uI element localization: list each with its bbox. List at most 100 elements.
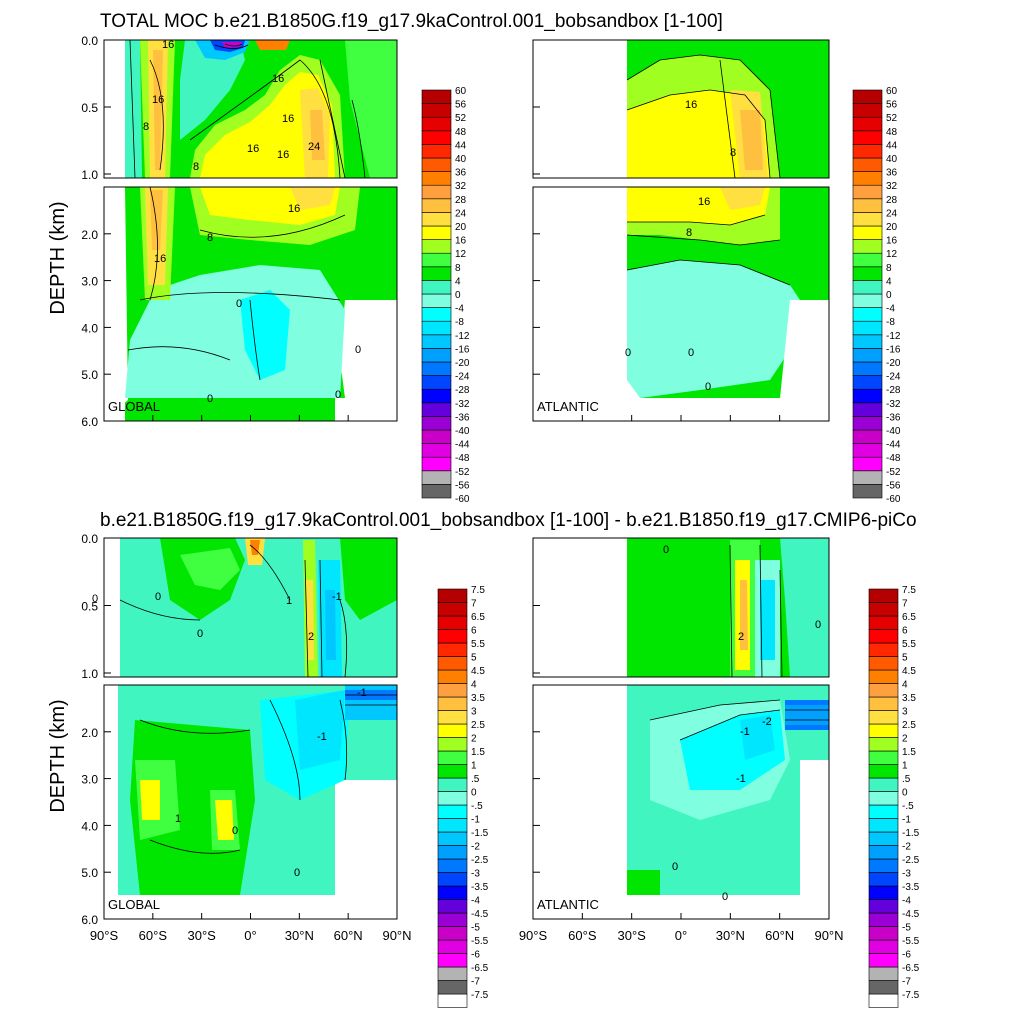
contour-label: 2 bbox=[738, 631, 744, 643]
y-tick-label: 1.0 bbox=[81, 168, 98, 182]
colorbar-label: -2 bbox=[902, 842, 911, 853]
colorbar-label: -8 bbox=[886, 317, 895, 328]
colorbar-label: -.5 bbox=[902, 801, 914, 812]
colorbar-swatch bbox=[421, 157, 452, 172]
colorbar-swatch bbox=[421, 348, 452, 363]
colorbar-swatch bbox=[868, 629, 899, 644]
colorbar-swatch bbox=[437, 966, 468, 981]
colorbar-label: 32 bbox=[455, 181, 467, 192]
colorbar-label: 56 bbox=[886, 100, 898, 111]
colorbar-swatch bbox=[868, 912, 899, 927]
colorbar-label: -5.5 bbox=[902, 936, 920, 947]
colorbar-label: -28 bbox=[886, 385, 901, 396]
colorbar-label: -32 bbox=[886, 399, 901, 410]
colorbar-label: 4.5 bbox=[471, 666, 485, 677]
y-tick-label: 4.0 bbox=[81, 819, 98, 833]
colorbar-swatch bbox=[868, 777, 899, 792]
colorbar-swatch bbox=[852, 429, 883, 444]
colorbar-label: .5 bbox=[902, 774, 911, 785]
colorbar-swatch bbox=[852, 388, 883, 404]
colorbar-label: 60 bbox=[886, 86, 898, 97]
panel-frame bbox=[103, 537, 398, 678]
colorbar-swatch bbox=[852, 103, 883, 118]
colorbar-label: 7 bbox=[902, 599, 908, 610]
colorbar-label: 6 bbox=[471, 626, 477, 637]
colorbar-swatch bbox=[437, 858, 468, 873]
colorbar-swatch bbox=[852, 307, 883, 322]
contour-label: 8 bbox=[193, 161, 199, 173]
contour-label: 0 bbox=[625, 347, 631, 359]
contour-label: 0 bbox=[355, 344, 361, 356]
contour-label: -1 bbox=[740, 726, 750, 738]
colorbar-label: 48 bbox=[886, 127, 898, 138]
colorbar-swatch bbox=[421, 443, 452, 458]
colorbar-label: 60 bbox=[455, 86, 467, 97]
colorbar-label: 0 bbox=[902, 788, 908, 799]
colorbar-swatch bbox=[868, 818, 899, 833]
colorbar-label: 6.5 bbox=[902, 612, 916, 623]
colorbar-label: -24 bbox=[455, 372, 470, 383]
contour-label: -1 bbox=[317, 731, 327, 743]
colorbar-label: -60 bbox=[886, 494, 901, 505]
colorbar-swatch bbox=[868, 642, 899, 657]
contour-label: 0 bbox=[92, 593, 98, 605]
colorbar-swatch bbox=[437, 818, 468, 833]
colorbar-label: -2.5 bbox=[902, 855, 920, 866]
colorbar-swatch bbox=[437, 777, 468, 792]
colorbar-label: -60 bbox=[455, 494, 470, 505]
atlantic-moc-contour-labels: 16 8 16 8 0 0 0 bbox=[625, 99, 736, 393]
colorbar-label: 0 bbox=[886, 290, 892, 301]
colorbar-swatch bbox=[421, 416, 452, 431]
colorbar-swatch bbox=[852, 361, 883, 376]
x-tick-label: 30°N bbox=[285, 928, 314, 943]
contour-label: 16 bbox=[698, 196, 710, 208]
colorbar-swatch bbox=[868, 656, 899, 671]
colorbar-swatch bbox=[421, 266, 452, 281]
colorbar-swatch bbox=[852, 375, 883, 390]
colorbar-label: 16 bbox=[455, 236, 467, 247]
colorbar-label: -1 bbox=[471, 815, 480, 826]
colorbar-swatch bbox=[421, 402, 452, 417]
x-tick-label: 60°N bbox=[334, 928, 363, 943]
y-tick-label: 4.0 bbox=[81, 321, 98, 335]
colorbar-swatch bbox=[868, 831, 899, 846]
colorbar-label: 3.5 bbox=[471, 693, 485, 704]
colorbar-swatch bbox=[852, 443, 883, 458]
x-tick-label: 90°S bbox=[519, 928, 548, 943]
colorbar-label: -5.5 bbox=[471, 936, 489, 947]
colorbar-swatch bbox=[868, 683, 899, 698]
colorbar-swatch bbox=[421, 103, 452, 118]
colorbar-swatch bbox=[421, 184, 452, 200]
colorbar-swatch bbox=[868, 764, 899, 779]
colorbar-swatch bbox=[852, 484, 883, 499]
contour-label: 8 bbox=[207, 232, 213, 244]
contour-label: 0 bbox=[705, 381, 711, 393]
colorbar-label: 52 bbox=[886, 113, 898, 124]
colorbar-label: -3.5 bbox=[902, 882, 920, 893]
colorbar-label: -6 bbox=[902, 950, 911, 961]
colorbar-swatch bbox=[437, 912, 468, 927]
top-title: TOTAL MOC b.e21.B1850G.f19_g17.9kaContro… bbox=[100, 11, 723, 32]
colorbar-label: -4.5 bbox=[902, 909, 920, 920]
y-tick-label: 6.0 bbox=[81, 913, 98, 927]
colorbar-label: -28 bbox=[455, 385, 470, 396]
x-tick-label: 0° bbox=[244, 928, 256, 943]
colorbar-label: -24 bbox=[886, 372, 901, 383]
colorbar-swatch bbox=[868, 953, 899, 968]
colorbar-swatch bbox=[437, 993, 468, 1008]
colorbar-label: 2 bbox=[471, 734, 477, 745]
colorbar-label: 20 bbox=[886, 222, 898, 233]
colorbar-swatch bbox=[437, 669, 468, 684]
colorbar-label: 5.5 bbox=[471, 639, 485, 650]
colorbar-label: 40 bbox=[886, 154, 898, 165]
colorbar-swatch bbox=[868, 602, 899, 617]
colorbar-swatch bbox=[852, 171, 883, 186]
contour-label: 0 bbox=[197, 628, 203, 640]
colorbar-swatch bbox=[868, 899, 899, 914]
colorbar-swatch bbox=[852, 212, 883, 227]
y-tick-label: 5.0 bbox=[81, 866, 98, 880]
colorbar-label: -12 bbox=[455, 331, 470, 342]
region-label: ATLANTIC bbox=[537, 897, 599, 912]
x-tick-label: 60°S bbox=[568, 928, 597, 943]
contour-label: 16 bbox=[685, 99, 697, 111]
